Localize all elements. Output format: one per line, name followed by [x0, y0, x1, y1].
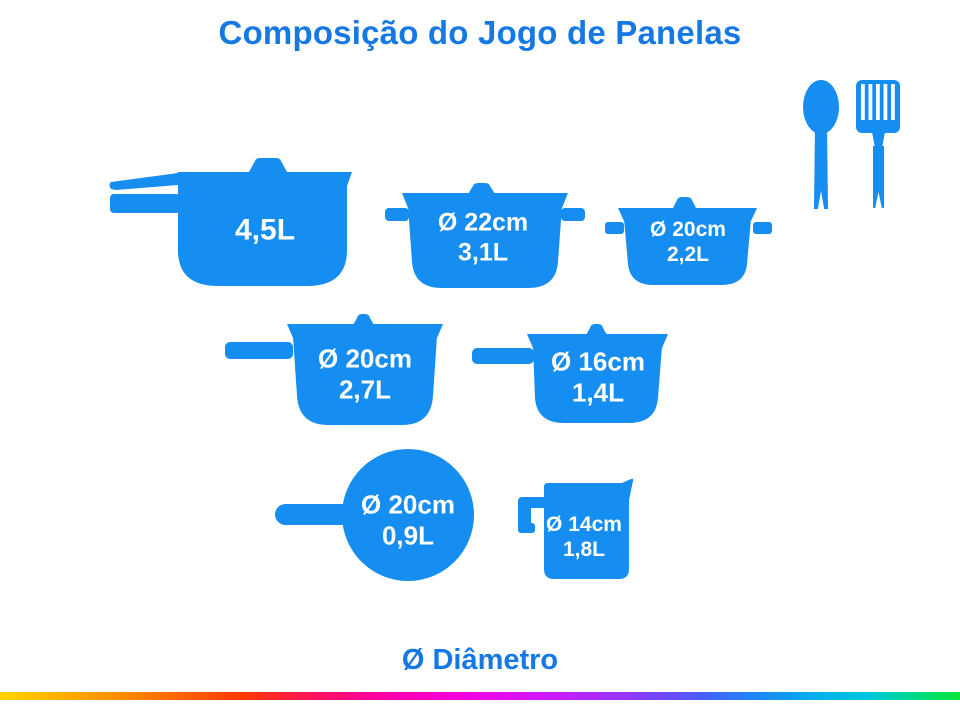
pressure-cooker-label: 4,5L: [235, 212, 295, 247]
saucepan-16cm-label: Ø 16cm 1,4L: [551, 346, 645, 407]
capacity-text: 4,5L: [234, 213, 296, 247]
pressure-cooker-icon: [109, 158, 352, 286]
capacity-text: 1,8L: [562, 538, 606, 561]
diameter-text: Ø 20cm: [650, 218, 726, 242]
spatula: [850, 72, 904, 212]
diameter-text: Ø 22cm: [437, 208, 529, 237]
spatula-icon: [856, 80, 900, 208]
pressure-cooker: 4,5L: [108, 158, 353, 298]
frying-pan-20cm-icon: [275, 449, 474, 581]
diameter-text: Ø 20cm: [361, 489, 455, 520]
diameter-text: Ø 20cm: [318, 343, 412, 374]
diameter-text: Ø 16cm: [551, 346, 645, 377]
saucepan-16cm-icon: [472, 324, 668, 423]
stockpot-20cm-label: Ø 20cm 2,2L: [650, 218, 726, 268]
capacity-text: 3,1L: [457, 238, 509, 266]
stockpot-22cm-icon: [385, 183, 585, 288]
capacity-text: 0,9L: [381, 520, 435, 550]
milk-jug-14cm: Ø 14cm 1,8L: [512, 478, 637, 583]
milk-jug-14cm-label: Ø 14cm 1,8L: [546, 513, 622, 563]
spoon: [794, 78, 848, 210]
stockpot-22cm-label: Ø 22cm 3,1L: [438, 209, 528, 268]
frying-pan-20cm-label: Ø 20cm 0,9L: [361, 489, 455, 550]
saucepan-20cm-icon: [225, 314, 443, 425]
saucepan-16cm: Ø 16cm 1,4L: [472, 320, 672, 427]
stockpot-20cm-icon: [605, 197, 772, 285]
frying-pan-20cm: Ø 20cm 0,9L: [270, 448, 480, 583]
saucepan-20cm: Ø 20cm 2,7L: [225, 312, 445, 427]
stockpot-22cm: Ø 22cm 3,1L: [385, 180, 585, 295]
saucepan-20cm-label: Ø 20cm 2,7L: [318, 343, 412, 404]
capacity-text: 2,2L: [666, 243, 710, 266]
capacity-text: 1,4L: [571, 377, 625, 407]
diameter-legend: Ø Diâmetro: [401, 644, 559, 676]
spoon-icon: [803, 80, 839, 209]
stockpot-20cm: Ø 20cm 2,2L: [605, 188, 775, 295]
diameter-text: Ø 14cm: [546, 513, 622, 537]
milk-jug-14cm-icon: [518, 478, 634, 579]
rainbow-divider: [0, 692, 960, 700]
page-title: Composição do Jogo de Panelas: [218, 14, 742, 51]
capacity-text: 2,7L: [338, 374, 392, 404]
